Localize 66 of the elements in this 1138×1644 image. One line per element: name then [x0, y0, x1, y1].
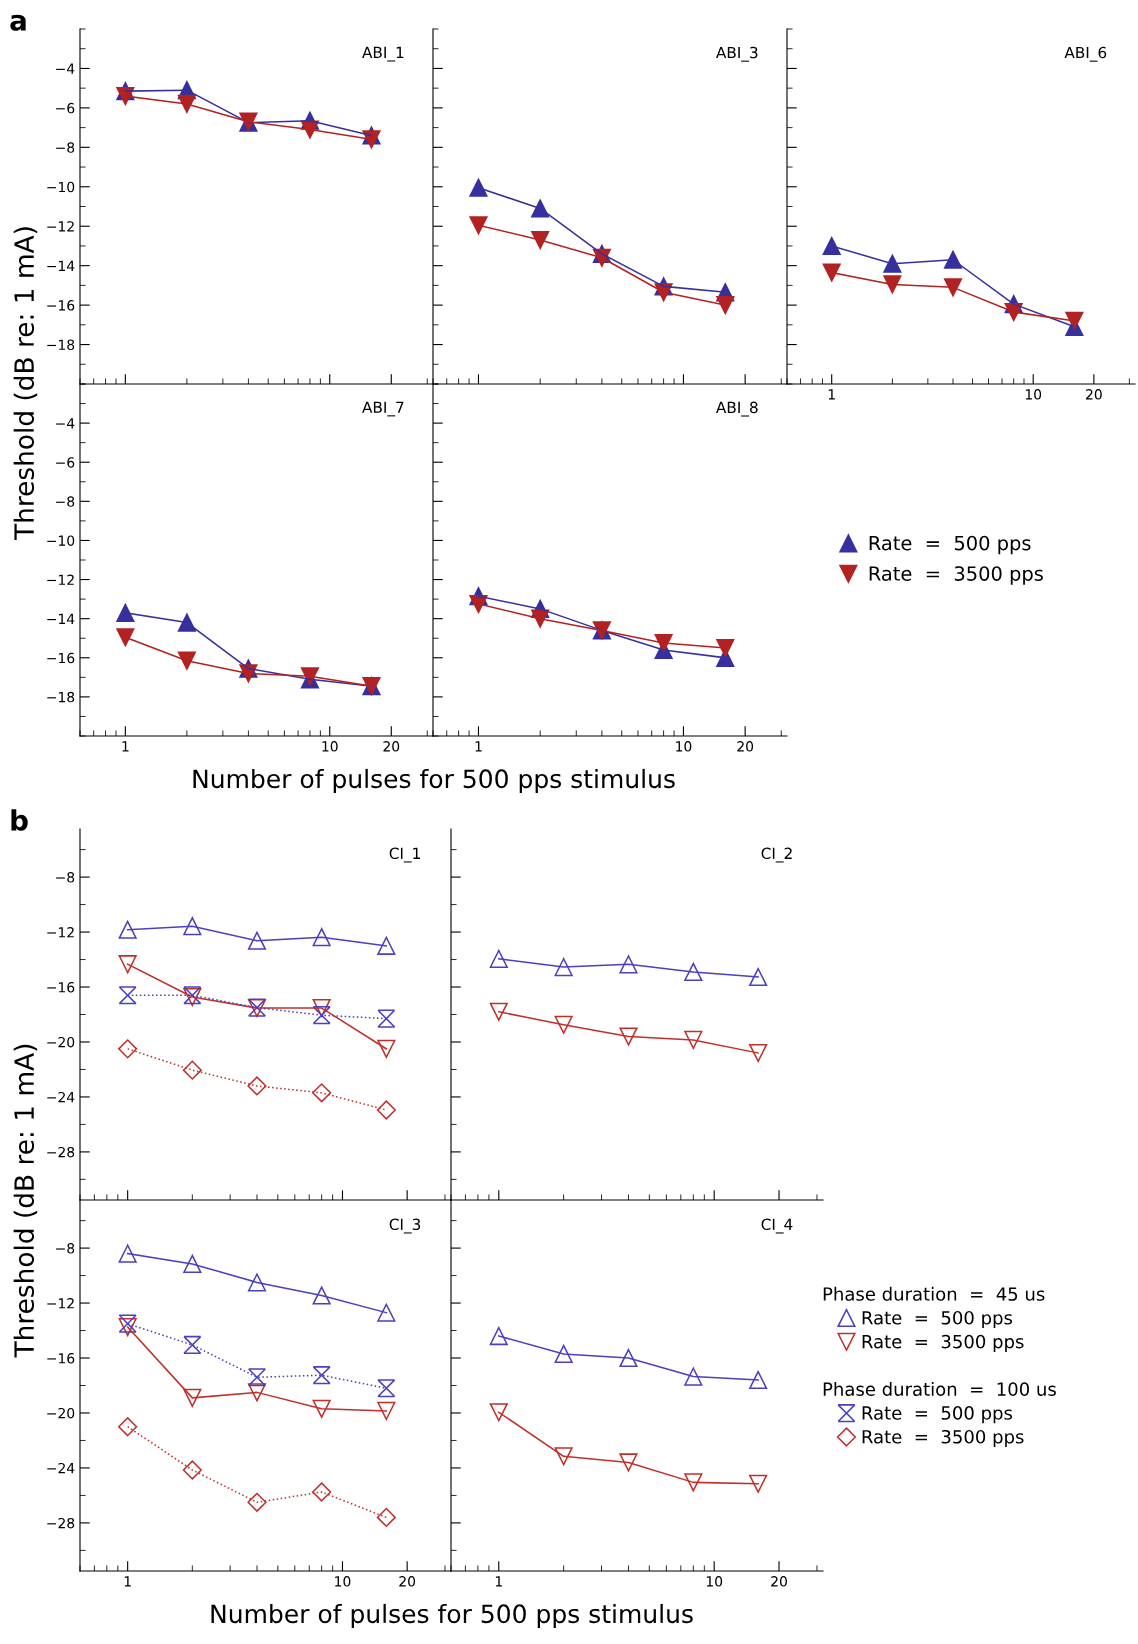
- y-tick-label: −8: [56, 142, 75, 153]
- text: ABI_7: [362, 401, 404, 417]
- y-tick-label: −12: [47, 574, 74, 585]
- y-tick-label: −16: [47, 652, 75, 664]
- y-tick-label: −18: [47, 691, 75, 703]
- x-axis-title: Number of pulses for 500 pps stimulus: [211, 1603, 693, 1629]
- x-axis-title: Number of pulses for 500 pps stimulus: [193, 768, 675, 794]
- x-tick-label: 10: [322, 741, 338, 752]
- x-tick-label: 10: [706, 1576, 723, 1587]
- y-tick-label: −16: [47, 1352, 75, 1364]
- x-tick-label: 1: [495, 1576, 502, 1587]
- y-tick-label: −14: [47, 260, 75, 271]
- x-tick-label: 10: [1025, 389, 1042, 400]
- text: ABI_6: [1064, 46, 1107, 62]
- text: CI_1: [389, 847, 420, 863]
- x-tick-label: 20: [771, 1576, 787, 1587]
- text: CI_2: [761, 847, 792, 863]
- legend-label: Rate = 500 pps: [869, 535, 1031, 555]
- legend-label: Rate = 3500 pps: [862, 1334, 1024, 1352]
- x-tick-label: 1: [124, 1576, 131, 1587]
- y-tick-label: −4: [56, 418, 75, 429]
- legend-label: Rate = 3500 pps: [869, 566, 1043, 585]
- y-axis-title: Threshold (dB re: 1 mA): [13, 1044, 38, 1358]
- y-tick-label: −14: [47, 613, 75, 624]
- x-tick-label: 1: [828, 389, 835, 400]
- y-tick-label: −10: [47, 535, 75, 546]
- text: Phase duration = 100 us: [823, 1382, 1056, 1396]
- y-tick-label: −16: [47, 981, 75, 993]
- y-tick-label: −4: [56, 63, 75, 74]
- y-tick-label: −12: [47, 927, 74, 938]
- x-tick-label: 20: [1086, 389, 1102, 400]
- x-tick-label: 20: [737, 741, 754, 752]
- y-tick-label: −6: [56, 102, 75, 114]
- y-tick-label: −16: [47, 300, 75, 311]
- y-tick-label: −24: [47, 1462, 75, 1474]
- legend-label: Rate = 500 pps: [862, 1310, 1013, 1329]
- y-tick-label: −8: [56, 872, 75, 883]
- text: CI_4: [761, 1218, 793, 1234]
- y-tick-label: −6: [56, 457, 75, 468]
- text: ABI_8: [716, 401, 758, 417]
- text: ABI_3: [716, 46, 758, 62]
- y-tick-label: −12: [47, 221, 74, 232]
- legend-label: Rate = 3500 pps: [862, 1429, 1024, 1448]
- x-tick-label: 10: [335, 1576, 351, 1587]
- x-tick-label: 20: [399, 1576, 416, 1587]
- x-tick-label: 1: [475, 741, 482, 752]
- y-tick-label: −10: [47, 181, 75, 193]
- legend-label: Rate = 500 pps: [862, 1406, 1013, 1424]
- y-tick-label: −24: [47, 1091, 75, 1103]
- y-tick-label: −28: [47, 1517, 75, 1529]
- y-tick-label: −18: [47, 339, 75, 351]
- y-tick-label: −8: [56, 496, 75, 507]
- text: ABI_1: [362, 46, 404, 62]
- text: Phase duration = 45 us: [823, 1286, 1045, 1301]
- text: a: [10, 14, 26, 31]
- y-tick-label: −8: [56, 1243, 75, 1254]
- x-tick-label: 1: [122, 741, 129, 752]
- y-tick-label: −12: [47, 1298, 74, 1309]
- x-tick-label: 10: [676, 741, 692, 752]
- text: b: [11, 809, 28, 831]
- y-tick-label: −20: [47, 1036, 75, 1048]
- x-tick-label: 20: [383, 741, 400, 752]
- text: CI_3: [389, 1218, 421, 1234]
- y-axis-title: Threshold (dB re: 1 mA): [13, 227, 38, 541]
- y-tick-label: −20: [47, 1407, 75, 1419]
- y-tick-label: −28: [47, 1146, 75, 1158]
